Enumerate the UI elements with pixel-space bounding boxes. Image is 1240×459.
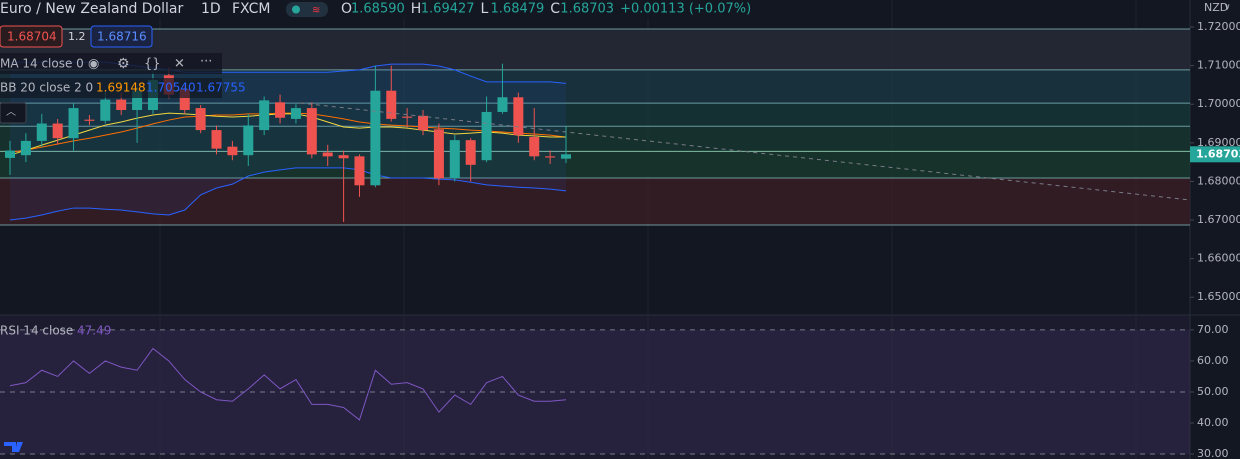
candle-body <box>497 97 508 112</box>
bb-lower-value: 1.67755 <box>196 81 246 95</box>
candle-body <box>529 137 540 157</box>
trend-line <box>299 102 1191 201</box>
ma-legend-bg <box>0 53 222 74</box>
buy-price: 1.68716 <box>97 30 147 44</box>
y-tick-label: 1.69000 <box>1197 136 1240 149</box>
candle-body <box>290 108 301 119</box>
remove-icon[interactable]: ✕ <box>174 57 185 72</box>
candle-body <box>402 116 413 118</box>
candle-body <box>386 90 397 119</box>
ma-legend: MA 14 close 0 <box>0 57 84 71</box>
last-price-tag <box>1190 146 1240 163</box>
interval: 1D <box>201 1 221 17</box>
ohlc-value: 1.68590 <box>351 2 405 17</box>
candle-body <box>433 129 444 179</box>
ohlc-value: 1.68703 <box>560 2 614 17</box>
y-tick-label: 1.68000 <box>1197 174 1240 187</box>
status-icon: ≋ <box>312 5 320 16</box>
candle-body <box>20 140 31 156</box>
candle-body <box>354 156 365 186</box>
level-zone <box>0 177 1190 226</box>
more-icon[interactable]: ··· <box>200 55 212 70</box>
symbol: Euro / New Zealand Dollar <box>0 1 184 17</box>
eye-icon[interactable]: ◉ <box>88 57 99 72</box>
collapse-icon: ︿ <box>6 107 16 118</box>
change: +0.00113 (+0.07%) <box>620 2 751 17</box>
y-tick-label: 50.00 <box>1197 385 1229 398</box>
buy-button[interactable] <box>90 25 153 48</box>
candle-body <box>561 154 571 159</box>
candle-body <box>52 123 63 139</box>
candle-body <box>132 90 143 111</box>
candle-body <box>116 99 127 111</box>
candle-body <box>275 102 286 118</box>
ohlc-value: 1.68479 <box>491 2 545 17</box>
collapse-button[interactable] <box>0 102 27 124</box>
y-tick-label: 40.00 <box>1197 416 1229 429</box>
ohlc-key: C <box>550 1 560 17</box>
y-tick-label: 1.71000 <box>1197 59 1240 72</box>
sell-price: 1.68704 <box>7 30 57 44</box>
bb-basis-value: 1.69148 <box>96 81 146 95</box>
currency: NZD <box>1204 1 1228 14</box>
candle-body <box>306 108 317 155</box>
candle-body <box>259 100 270 131</box>
candle-body <box>179 88 190 111</box>
ohlc-value: 1.69427 <box>421 2 475 17</box>
sell-button[interactable] <box>0 25 63 48</box>
spread: 1.2 <box>68 30 86 43</box>
source-icon[interactable]: {} <box>144 57 161 72</box>
candle-body <box>36 123 47 141</box>
settings-icon[interactable]: ⚙ <box>117 56 130 72</box>
y-tick-label: 1.66000 <box>1197 252 1240 265</box>
y-tick-label: 60.00 <box>1197 354 1229 367</box>
ma-line <box>9 112 566 156</box>
candle-body <box>100 99 111 121</box>
exchange: FXCM <box>232 1 270 17</box>
level-zone <box>0 151 1190 178</box>
candle-body <box>227 146 238 156</box>
ohlc-key: O <box>341 1 352 17</box>
currency-caret: ∨ <box>1224 3 1231 13</box>
candle-body <box>481 111 492 161</box>
y-tick-label: 70.00 <box>1197 323 1229 336</box>
rsi-value: 47.49 <box>77 324 111 338</box>
market-dot <box>292 5 300 14</box>
candle-body <box>5 150 15 158</box>
ohlc-key: H <box>411 1 422 17</box>
candle-body <box>370 90 381 186</box>
y-tick-label: 30.00 <box>1197 447 1229 459</box>
bb-basis <box>9 112 567 153</box>
candle-body <box>513 97 524 136</box>
last-price-label: 1.68703 <box>1196 147 1240 160</box>
bb-lower <box>9 167 567 221</box>
ohlc-key: L <box>481 1 489 17</box>
candle-body <box>418 115 429 131</box>
candle-body <box>545 156 556 158</box>
currency-button[interactable] <box>1198 0 1234 15</box>
bb-legend: BB 20 close 2 0 <box>0 81 93 95</box>
candle-body <box>465 140 476 165</box>
rsi-line <box>9 347 567 421</box>
candle-body <box>84 119 95 121</box>
y-tick-label: 1.70000 <box>1197 97 1240 110</box>
y-tick-label: 1.65000 <box>1197 290 1240 303</box>
y-tick-label: 1.72000 <box>1197 20 1240 33</box>
bb-upper-value: 1.70540 <box>146 81 196 95</box>
bb-legend-bg <box>0 78 222 98</box>
candle-body <box>338 155 349 159</box>
y-tick-label: 1.67000 <box>1197 213 1240 226</box>
candle-body <box>211 130 222 149</box>
logo[interactable] <box>4 442 23 452</box>
rsi-legend: RSI 14 close <box>0 324 73 338</box>
candle-body <box>322 152 333 157</box>
candle-body <box>68 108 79 139</box>
candle-body <box>243 125 254 156</box>
candle-body <box>195 108 206 131</box>
level-zone <box>0 126 1190 152</box>
rsi-pane <box>0 315 1190 459</box>
header-bg <box>0 0 700 19</box>
candle-body <box>449 140 460 179</box>
